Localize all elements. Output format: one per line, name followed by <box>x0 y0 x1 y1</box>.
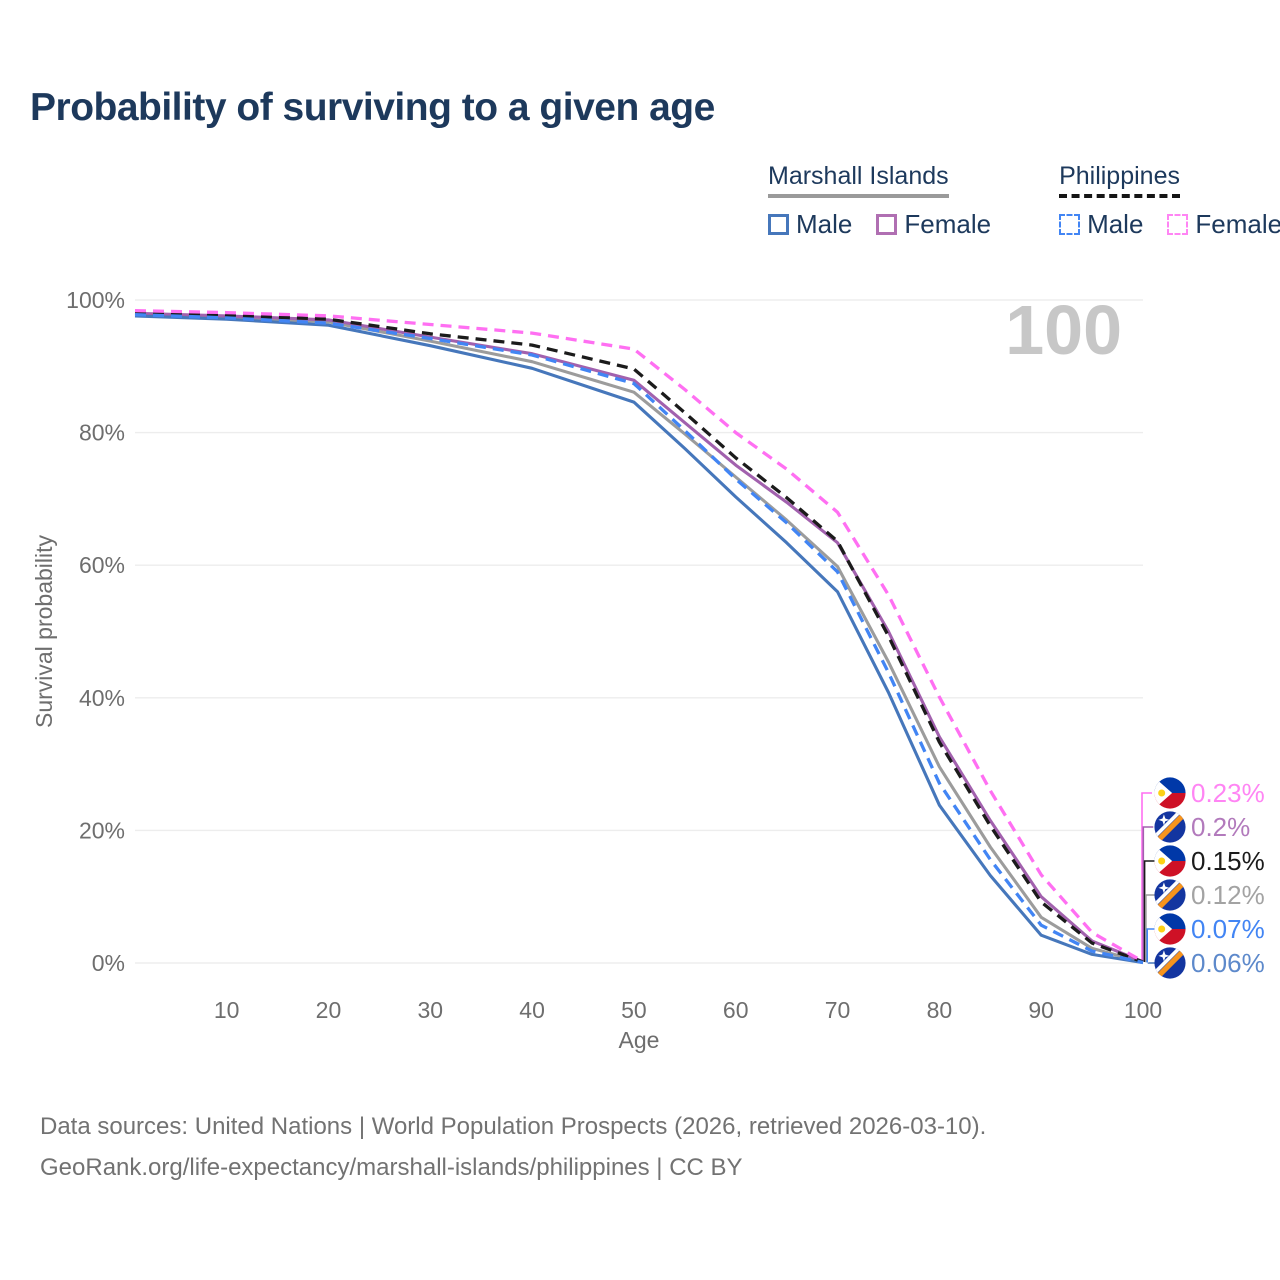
x-tick-label: 100 <box>1124 997 1162 1023</box>
legend-item-label: Female <box>1195 209 1280 239</box>
age-counter-watermark: 100 <box>1005 291 1122 369</box>
end-value-label: 0.15% <box>1154 845 1265 877</box>
data-source-text: Data sources: United Nations | World Pop… <box>40 1113 987 1140</box>
marshall-islands-male-swatch-icon <box>768 214 789 235</box>
y-tick-label: 20% <box>79 817 125 843</box>
y-axis-title: Survival probability <box>31 534 57 728</box>
series-line-philippines-both-sexes <box>134 310 1144 964</box>
label-connector <box>1141 792 1152 962</box>
footer: Data sources: United Nations | World Pop… <box>40 1106 986 1188</box>
philippines-flag-icon <box>1154 777 1186 809</box>
x-tick-label: 40 <box>519 997 545 1023</box>
legend-item-marshall-islands-male[interactable]: Male <box>768 209 852 240</box>
philippines-flag-icon <box>1154 913 1186 945</box>
x-tick-label: 50 <box>621 997 647 1023</box>
end-value-text: 0.23% <box>1191 777 1265 808</box>
legend-item-philippines-female[interactable]: Female <box>1167 209 1280 240</box>
end-value-text: 0.15% <box>1191 845 1265 876</box>
legend-item-philippines-male[interactable]: Male <box>1059 209 1143 240</box>
marshall-islands-female-swatch-icon <box>876 214 898 235</box>
series-line-marshall-islands-both-sexes <box>134 312 1144 964</box>
x-tick-label: 90 <box>1028 997 1054 1023</box>
y-tick-label: 0% <box>92 950 125 976</box>
label-connector <box>1143 860 1155 963</box>
end-value-label: 0.06% <box>1154 947 1265 979</box>
x-tick-label: 20 <box>316 997 342 1023</box>
legend-header-marshall-islands[interactable]: Marshall Islands <box>768 162 949 198</box>
x-axis-title: Age <box>619 1027 660 1053</box>
legend-item-label: Male <box>1087 209 1144 239</box>
legend-item-label: Male <box>796 209 853 239</box>
x-tick-label: 60 <box>723 997 749 1023</box>
x-tick-label: 70 <box>825 997 851 1023</box>
philippines-male-swatch-icon <box>1059 214 1081 235</box>
label-connector <box>1146 928 1158 963</box>
y-tick-label: 100% <box>66 287 125 313</box>
end-value-label: 0.2% <box>1154 811 1250 843</box>
philippines-flag-icon <box>1154 845 1186 877</box>
end-value-text: 0.2% <box>1191 811 1251 842</box>
end-value-text: 0.12% <box>1191 879 1265 910</box>
marshall-islands-flag-icon <box>1154 879 1186 911</box>
y-tick-label: 40% <box>79 685 125 711</box>
legend-header-philippines[interactable]: Philippines <box>1059 162 1180 198</box>
end-value-text: 0.06% <box>1191 947 1265 978</box>
end-value-text: 0.07% <box>1191 913 1265 944</box>
label-connector <box>1145 894 1156 963</box>
legend-group-marshall-islands: Marshall Islands Male Female <box>768 162 991 240</box>
series-line-marshall-islands-male <box>134 314 1144 965</box>
end-value-label: 0.23% <box>1154 777 1265 809</box>
x-tick-label: 80 <box>927 997 953 1023</box>
legend-item-marshall-islands-female[interactable]: Female <box>876 209 991 240</box>
end-value-label: 0.07% <box>1154 913 1265 945</box>
label-connector <box>1142 826 1154 962</box>
legend-group-philippines: Philippines Male Female <box>1059 162 1280 240</box>
marshall-islands-flag-icon <box>1154 811 1186 843</box>
series-line-philippines-male <box>134 312 1144 965</box>
series-line-philippines-female <box>134 308 1144 963</box>
y-tick-label: 60% <box>79 552 125 578</box>
y-tick-label: 80% <box>79 420 125 446</box>
chart-legend: Marshall Islands Male Female Philippines… <box>768 162 1280 240</box>
series-line-marshall-islands-female <box>134 311 1144 964</box>
marshall-islands-flag-icon <box>1154 947 1186 979</box>
philippines-female-swatch-icon <box>1167 214 1189 235</box>
end-value-label: 0.12% <box>1154 879 1265 911</box>
page-title: Probability of surviving to a given age <box>30 86 715 129</box>
x-tick-label: 30 <box>417 997 443 1023</box>
legend-item-label: Female <box>904 209 992 239</box>
attribution-text: GeoRank.org/life-expectancy/marshall-isl… <box>40 1154 743 1181</box>
x-tick-label: 10 <box>214 997 240 1023</box>
